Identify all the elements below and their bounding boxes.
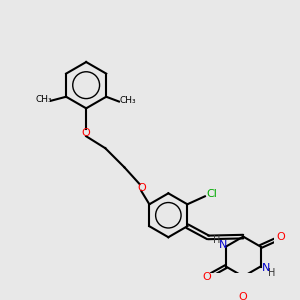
Text: O: O xyxy=(277,232,285,242)
Text: H: H xyxy=(213,235,220,245)
Text: N: N xyxy=(219,240,228,250)
Text: O: O xyxy=(138,183,146,193)
Text: CH₃: CH₃ xyxy=(119,96,136,105)
Text: N: N xyxy=(262,263,270,273)
Text: O: O xyxy=(202,272,211,282)
Text: O: O xyxy=(82,128,91,138)
Text: Cl: Cl xyxy=(207,189,218,199)
Text: CH₃: CH₃ xyxy=(35,95,52,104)
Text: O: O xyxy=(239,292,248,300)
Text: H: H xyxy=(268,268,276,278)
